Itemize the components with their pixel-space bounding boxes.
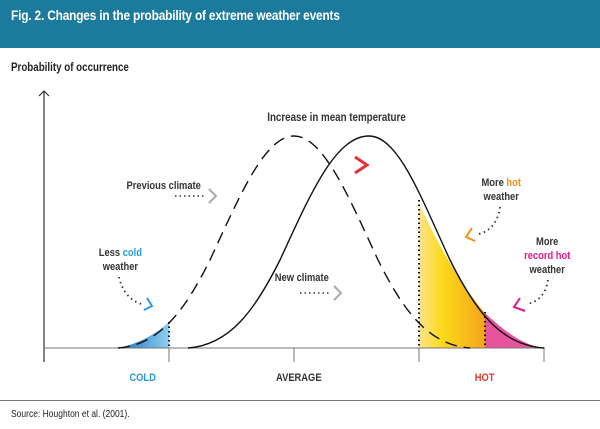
increase-label: Increase in mean temperature	[267, 112, 406, 124]
previous-climate-label: Previous climate	[126, 180, 201, 192]
figure-title: Fig. 2. Changes in the probability of ex…	[11, 8, 340, 23]
cold-region	[118, 322, 169, 348]
record-hot-region	[485, 313, 544, 348]
x-tick-hot: HOT	[474, 372, 495, 384]
footer-divider	[0, 400, 600, 401]
new-climate-label: New climate	[274, 272, 329, 284]
hot-region	[419, 203, 485, 348]
new-climate-curve	[187, 135, 545, 349]
previous-climate-curve	[117, 135, 471, 349]
figure-header: Fig. 2. Changes in the probability of ex…	[0, 0, 600, 48]
x-tick-cold: COLD	[129, 372, 156, 384]
x-tick-average: AVERAGE	[276, 372, 322, 384]
source-note: Source: Houghton et al. (2001).	[11, 409, 130, 420]
more-record-hot-label: More record hot weather	[524, 236, 571, 276]
less-cold-label: Less cold weather	[98, 247, 142, 273]
more-hot-label: More hot weather	[481, 177, 521, 203]
y-axis-label: Probability of occurrence	[11, 62, 129, 74]
